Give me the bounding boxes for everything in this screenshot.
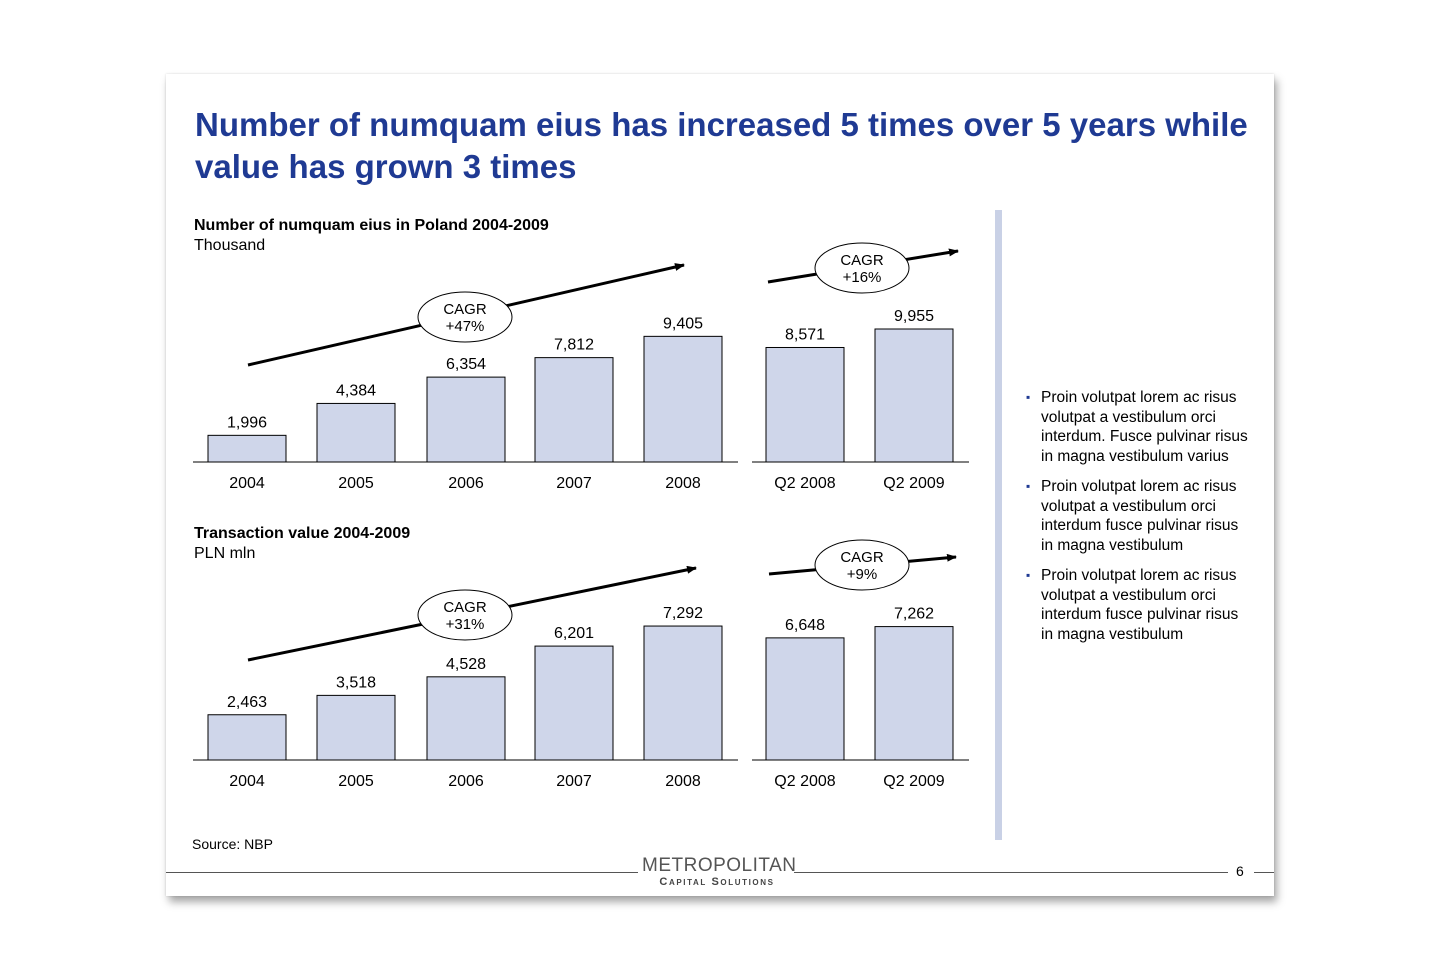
annual-cagr-ellipse	[417, 291, 513, 343]
annual-value-label: 7,292	[663, 605, 703, 622]
quarterly-cagr-label: CAGR	[840, 252, 884, 269]
quarterly-value-label: 6,648	[785, 617, 825, 634]
quarterly-cagr-value: +9%	[847, 566, 877, 583]
annual-value-label: 6,201	[554, 625, 594, 642]
annual-bar	[207, 714, 287, 761]
annual-category-label: 2006	[448, 475, 484, 492]
annual-category-label: 2007	[556, 773, 592, 790]
annual-category-label: 2006	[448, 773, 484, 790]
bullet-item: ▪ Proin volutpat lorem ac risus volutpat …	[1024, 477, 1254, 555]
bullet-text: Proin volutpat lorem ac risus volutpat a…	[1041, 567, 1239, 643]
annual-value-label: 2,463	[227, 694, 267, 711]
annual-value-label: 3,518	[336, 674, 376, 691]
annual-cagr-label: CAGR	[443, 599, 487, 616]
slide-title: Number of numquam eius has increased 5 t…	[195, 106, 1248, 185]
square-bullet-icon: ▪	[1026, 479, 1031, 493]
quarterly-value-label: 7,262	[894, 606, 934, 623]
annual-value-label: 7,812	[554, 337, 594, 354]
annual-category-label: 2004	[229, 475, 265, 492]
quarterly-bar	[874, 328, 954, 463]
bullet-list: ▪ Proin volutpat lorem ac risus volutpat …	[1024, 388, 1254, 655]
bullet-item: ▪ Proin volutpat lorem ac risus volutpat …	[1024, 388, 1254, 466]
quarterly-value-label: 9,955	[894, 308, 934, 325]
annual-cagr-ellipse	[417, 589, 513, 641]
bullet-item: ▪ Proin volutpat lorem ac risus volutpat …	[1024, 566, 1254, 644]
logo-sub-text: Capital Solutions	[659, 876, 775, 888]
square-bullet-icon: ▪	[1026, 568, 1031, 582]
quarterly-category-label: Q2 2008	[774, 773, 835, 790]
annual-value-label: 6,354	[446, 356, 486, 373]
quarterly-category-label: Q2 2009	[883, 475, 944, 492]
page-number: 6	[1236, 863, 1244, 879]
annual-bar	[316, 402, 396, 463]
chart-1-unit: Thousand	[194, 237, 266, 254]
annual-category-label: 2008	[665, 773, 701, 790]
annual-value-label: 9,405	[663, 315, 703, 332]
bullet-text: Proin volutpat lorem ac risus volutpat a…	[1041, 389, 1248, 465]
chart-2-unit: PLN mln	[194, 545, 256, 562]
quarterly-cagr-label: CAGR	[840, 549, 884, 566]
annual-value-label: 4,384	[336, 382, 376, 399]
quarterly-bar	[765, 346, 845, 463]
footer-rule-middle	[794, 872, 1228, 873]
quarterly-cagr-ellipse	[814, 242, 910, 294]
footer-rule-left	[166, 872, 638, 873]
footer-rule-right	[1254, 872, 1274, 873]
vertical-divider	[995, 210, 1002, 840]
quarterly-cagr-ellipse	[814, 539, 910, 591]
quarterly-value-label: 8,571	[785, 326, 825, 343]
annual-category-label: 2005	[338, 475, 374, 492]
logo-main-text: METROPOLITAN	[642, 855, 797, 876]
quarterly-category-label: Q2 2008	[774, 475, 835, 492]
annual-bar	[426, 676, 506, 761]
bullet-text: Proin volutpat lorem ac risus volutpat a…	[1041, 478, 1239, 554]
annual-cagr-value: +47%	[446, 318, 485, 335]
chart-1-number: 1,996 2004 4,384 2005 6,354 2006 7,812 2007 9,40…	[193, 242, 969, 492]
annual-cagr-label: CAGR	[443, 301, 487, 318]
chart-2-title: Transaction value 2004-2009	[194, 525, 411, 542]
quarterly-category-label: Q2 2009	[883, 773, 944, 790]
square-bullet-icon: ▪	[1026, 390, 1031, 404]
annual-bar	[643, 625, 723, 761]
quarterly-bar	[765, 637, 845, 761]
annual-cagr-value: +31%	[446, 616, 485, 633]
annual-category-label: 2005	[338, 773, 374, 790]
annual-value-label: 4,528	[446, 656, 486, 673]
quarterly-cagr-value: +16%	[843, 269, 882, 286]
annual-category-label: 2004	[229, 773, 265, 790]
source-note: Source: NBP	[192, 836, 273, 852]
annual-bar	[316, 694, 396, 761]
chart-1-title: Number of numquam eius in Poland 2004-20…	[194, 217, 549, 234]
company-logo: METROPOLITAN Capital Solutions	[642, 855, 797, 889]
annual-value-label: 1,996	[227, 414, 267, 431]
annual-category-label: 2007	[556, 475, 592, 492]
annual-bar	[534, 645, 614, 761]
slide: Number of numquam eius has increased 5 t…	[166, 74, 1274, 896]
chart-2-value: 2,463 2004 3,518 2005 4,528 2006 6,201 2007 7,29…	[193, 539, 969, 790]
quarterly-bar	[874, 626, 954, 761]
annual-category-label: 2008	[665, 475, 701, 492]
annual-bar	[643, 335, 723, 463]
